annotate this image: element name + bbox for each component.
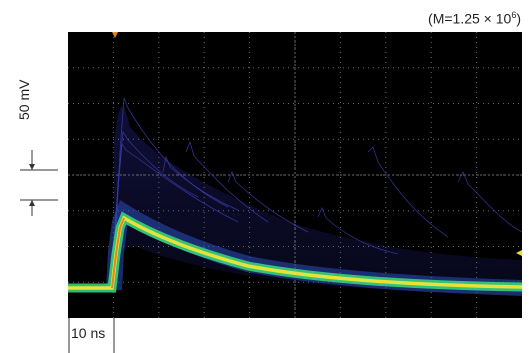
scope-trace-svg (68, 32, 522, 318)
gain-annotation: (M=1.25 × 106) (428, 10, 521, 27)
rising-edge (111, 217, 125, 289)
horizontal-scale-label: 10 ns (71, 325, 106, 341)
vertical-scale-label: 50 mV (16, 79, 32, 120)
gain-suffix: ) (516, 10, 521, 27)
vertical-scale-bar (20, 150, 58, 216)
horizontal-scale-bar (68, 318, 115, 353)
trigger-arrow-icon (112, 32, 118, 38)
scope-grid (68, 32, 522, 318)
persistence-haze (114, 106, 522, 294)
ground-marker-icon (68, 286, 74, 290)
sparse-traces (111, 97, 522, 289)
gain-exponent: 6 (511, 10, 517, 20)
yellow-core (68, 215, 522, 290)
scope-display (68, 32, 522, 318)
gain-prefix: (M=1.25 × 10 (428, 10, 512, 27)
level-marker-icon (516, 250, 522, 256)
